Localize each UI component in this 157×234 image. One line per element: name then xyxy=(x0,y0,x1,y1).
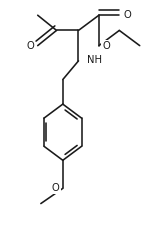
Text: O: O xyxy=(27,41,35,51)
Text: O: O xyxy=(102,41,110,51)
Text: NH: NH xyxy=(87,55,102,65)
Text: O: O xyxy=(123,10,131,20)
Text: O: O xyxy=(52,183,60,193)
